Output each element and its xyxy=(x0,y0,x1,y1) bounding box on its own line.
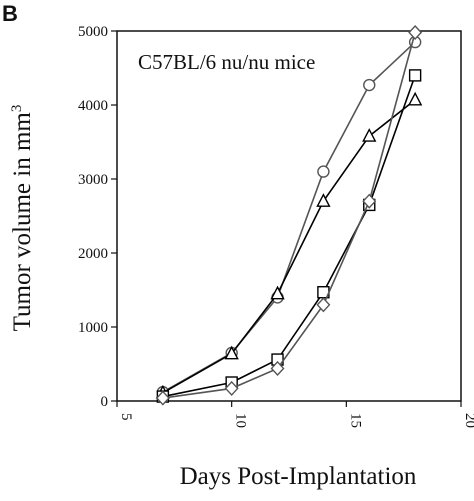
x-tick-label: 5 xyxy=(118,413,134,421)
x-axis-title: Days Post-Implantation xyxy=(180,463,417,490)
y-tick-label: 2000 xyxy=(78,246,108,262)
data-point-diamond xyxy=(316,297,331,313)
series-line-triangle xyxy=(162,99,416,394)
data-point-diamond xyxy=(155,390,170,406)
data-point-circle xyxy=(317,165,330,178)
y-tick-label: 5000 xyxy=(78,24,108,40)
series-line-square xyxy=(162,75,416,398)
x-tick-label: 20 xyxy=(462,413,474,428)
data-point-square xyxy=(408,69,422,82)
axes-group: 0 1000 2000 3000 4000 5000 5 10 15 20 xyxy=(78,24,474,428)
y-axis-title-main: Tumor volume in mm xyxy=(9,112,36,332)
data-point-diamond xyxy=(362,193,377,209)
y-axis-title: Tumor volume in mm3 xyxy=(9,105,36,332)
x-tick-label: 15 xyxy=(347,413,363,428)
panel-letter: B xyxy=(2,1,18,26)
y-tick-label: 0 xyxy=(101,394,109,410)
data-point-triangle xyxy=(407,91,423,106)
y-tick-label: 4000 xyxy=(78,98,108,114)
data-point-triangle xyxy=(362,128,377,142)
data-point-diamond xyxy=(408,24,423,41)
data-point-diamond xyxy=(224,380,239,396)
series-line-circle xyxy=(162,41,416,393)
x-tick-label: 10 xyxy=(233,413,249,428)
y-axis-title-superscript: 3 xyxy=(9,105,25,113)
series-diamond xyxy=(155,24,423,406)
series-group xyxy=(155,24,423,406)
series-line-diamond xyxy=(162,32,416,399)
data-point-triangle xyxy=(224,345,239,360)
chart-annotation: C57BL/6 nu/nu mice xyxy=(138,50,315,74)
data-point-triangle xyxy=(316,193,331,207)
y-tick-label: 3000 xyxy=(78,172,108,188)
data-point-triangle xyxy=(270,285,285,300)
y-tick-label: 1000 xyxy=(78,320,108,336)
data-point-circle xyxy=(363,78,376,92)
data-point-diamond xyxy=(270,360,285,376)
plot-frame xyxy=(116,30,462,402)
